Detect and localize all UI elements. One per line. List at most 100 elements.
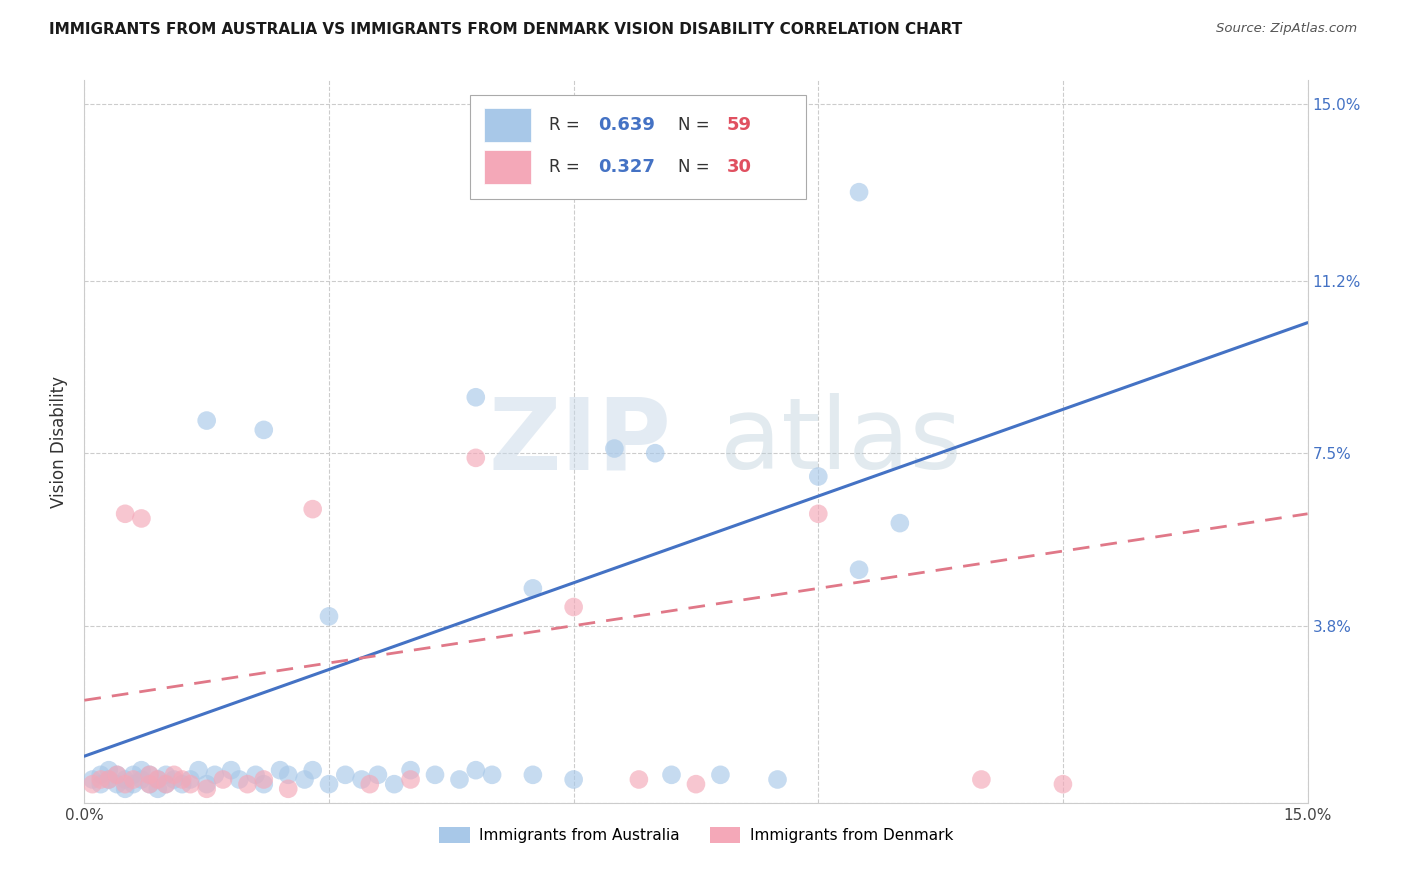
Point [122,768,145,782]
Point [179,772,201,787]
Point [464,763,486,777]
Point [97,763,120,777]
Point [82,777,104,791]
Point [807,469,830,483]
Point [131,772,153,787]
Point [236,777,259,791]
Point [269,763,291,777]
Text: atlas: atlas [720,393,962,490]
Point [277,781,299,796]
Point [172,777,194,791]
Text: N =: N = [678,158,714,176]
Point [382,777,405,791]
Point [848,185,870,199]
Point [105,777,128,791]
Point [644,446,666,460]
Text: R =: R = [550,158,585,176]
Y-axis label: Vision Disability: Vision Disability [51,376,69,508]
Point [155,777,177,791]
Point [350,772,373,787]
Point [138,768,160,782]
Point [807,507,830,521]
Point [481,768,503,782]
Point [204,768,226,782]
Point [253,777,276,791]
Point [766,772,789,787]
Point [245,768,267,782]
Point [131,511,153,525]
Point [187,763,209,777]
FancyBboxPatch shape [470,95,806,200]
Point [114,781,136,796]
Point [449,772,471,787]
Point [219,763,242,777]
Point [212,772,235,787]
Text: 0.639: 0.639 [598,116,655,134]
Point [301,502,323,516]
Point [105,768,128,782]
Point [114,772,136,787]
Text: 0.327: 0.327 [598,158,655,176]
Point [294,772,316,787]
Point [90,772,112,787]
Point [82,772,104,787]
Point [464,450,486,465]
Point [318,777,340,791]
Point [163,768,186,782]
Point [179,777,201,791]
Point [195,777,218,791]
Point [423,768,446,782]
Point [114,507,136,521]
Point [399,772,422,787]
Point [90,768,112,782]
Text: IMMIGRANTS FROM AUSTRALIA VS IMMIGRANTS FROM DENMARK VISION DISABILITY CORRELATI: IMMIGRANTS FROM AUSTRALIA VS IMMIGRANTS … [49,22,963,37]
Point [522,768,544,782]
Point [131,763,153,777]
Point [155,768,177,782]
Text: 30: 30 [727,158,752,176]
Point [627,772,650,787]
FancyBboxPatch shape [484,108,531,143]
Point [318,609,340,624]
Point [359,777,381,791]
Point [277,768,299,782]
Point [105,768,128,782]
Point [90,777,112,791]
Point [146,772,169,787]
Point [163,772,186,787]
Point [253,423,276,437]
Point [522,582,544,596]
Point [253,772,276,787]
Point [399,763,422,777]
Point [146,772,169,787]
Point [603,442,626,456]
Point [464,390,486,404]
Point [562,600,585,615]
Point [97,772,120,787]
Point [122,777,145,791]
Point [138,768,160,782]
Point [97,772,120,787]
Text: R =: R = [550,116,585,134]
Text: N =: N = [678,116,714,134]
Point [114,777,136,791]
Point [122,772,145,787]
Point [138,777,160,791]
Point [685,777,707,791]
Text: ZIP: ZIP [489,393,672,490]
Point [889,516,911,530]
Point [335,768,357,782]
Point [228,772,250,787]
Point [1052,777,1074,791]
Point [970,772,993,787]
FancyBboxPatch shape [484,150,531,185]
Point [562,772,585,787]
Legend: Immigrants from Australia, Immigrants from Denmark: Immigrants from Australia, Immigrants fr… [433,822,959,849]
Point [195,413,218,427]
Text: 59: 59 [727,116,752,134]
Text: Source: ZipAtlas.com: Source: ZipAtlas.com [1216,22,1357,36]
Point [709,768,731,782]
Point [195,781,218,796]
Point [367,768,389,782]
Point [172,772,194,787]
